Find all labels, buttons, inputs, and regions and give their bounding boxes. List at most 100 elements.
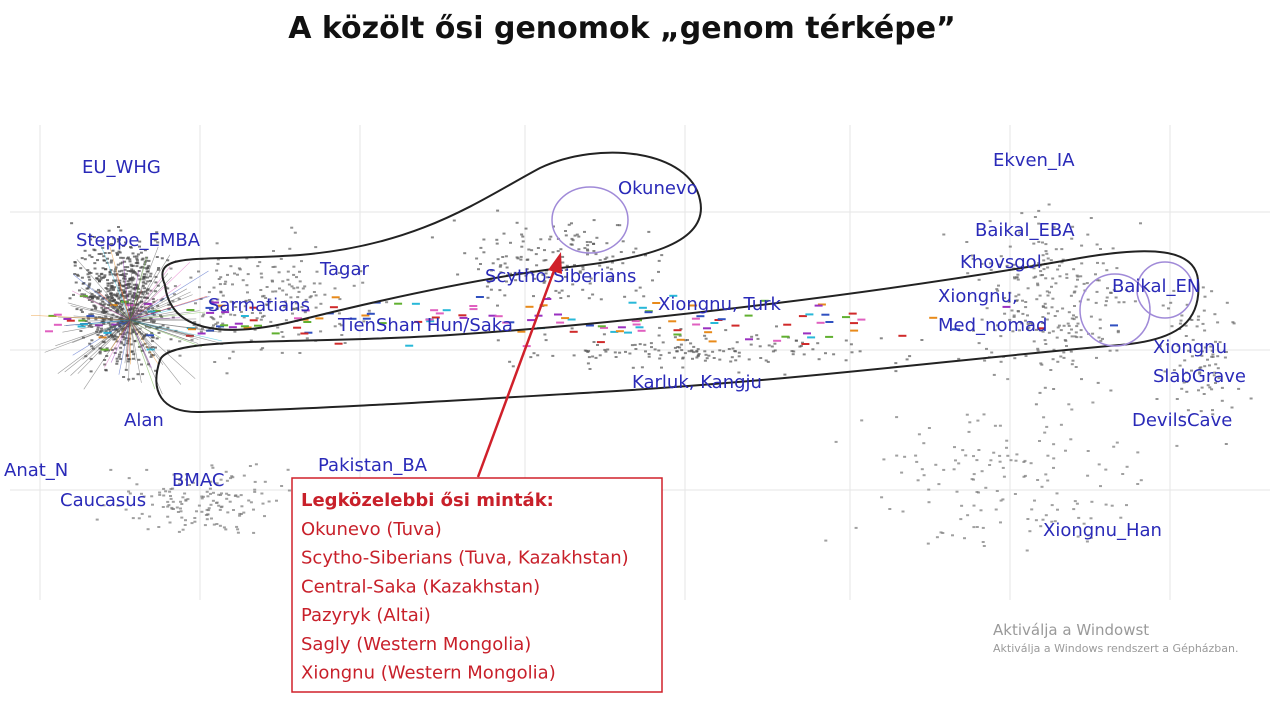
colored-sample (185, 334, 194, 337)
sample-dot (130, 302, 133, 305)
sample-dot (145, 296, 149, 299)
sample-dot (524, 227, 528, 230)
sample-dot (260, 492, 264, 495)
sample-dot (218, 330, 222, 333)
sample-dot (734, 350, 737, 353)
sample-dot (1061, 307, 1065, 310)
colored-sample (816, 321, 825, 324)
sample-dot (221, 294, 225, 297)
sample-dot (594, 356, 598, 359)
sample-dot (106, 290, 110, 293)
sample-dot (268, 298, 272, 301)
sample-dot (98, 331, 102, 334)
sample-dot (681, 366, 685, 369)
sample-dot (534, 253, 538, 256)
sample-dot (587, 297, 591, 300)
sample-dot (536, 354, 540, 357)
sample-dot (140, 306, 144, 308)
sample-dot (581, 268, 585, 271)
sample-dot (256, 265, 260, 268)
sample-dot (79, 267, 83, 270)
sample-dot (129, 332, 133, 335)
sample-dot (998, 263, 1001, 266)
sample-dot (166, 515, 170, 518)
colored-sample (952, 328, 960, 331)
sample-dot (183, 524, 187, 526)
colored-sample (103, 331, 112, 334)
sample-dot (602, 333, 606, 336)
sample-dot (792, 350, 796, 353)
sample-dot (1021, 312, 1025, 315)
colored-sample (329, 306, 338, 309)
sample-dot (271, 266, 275, 268)
sample-dot (117, 307, 121, 310)
sample-dot (1059, 423, 1063, 426)
sample-dot (80, 293, 84, 296)
sample-dot (133, 314, 137, 317)
sample-dot (610, 261, 614, 264)
sample-dot (503, 294, 507, 297)
sample-dot (140, 265, 144, 268)
sample-dot (236, 528, 240, 531)
sample-dot (1109, 389, 1113, 392)
sample-dot (93, 267, 97, 270)
sample-dot (178, 482, 182, 485)
sample-dot (221, 312, 225, 315)
sample-dot (1026, 327, 1030, 330)
colored-sample (554, 313, 562, 316)
sample-dot (121, 307, 125, 310)
sample-dot (144, 325, 148, 328)
sample-dot (158, 491, 162, 494)
sample-dot (153, 290, 157, 293)
sample-dot (151, 346, 155, 348)
sample-dot (584, 349, 588, 352)
sample-dot (87, 271, 91, 274)
sample-dot (117, 226, 120, 228)
sample-dot (477, 268, 480, 271)
sample-dot (1060, 248, 1064, 251)
sample-dot (882, 458, 886, 461)
spoke (93, 308, 131, 321)
colored-sample (805, 313, 814, 316)
sample-dot (1060, 261, 1064, 264)
sample-dot (161, 506, 165, 508)
sample-dot (942, 468, 946, 471)
sample-dot (104, 294, 108, 297)
sample-dot (126, 283, 130, 285)
sample-dot (233, 330, 237, 333)
colored-sample (703, 327, 711, 330)
colored-sample (348, 317, 357, 320)
sample-dot (193, 520, 197, 523)
sample-dot (551, 251, 555, 254)
colored-sample (221, 311, 230, 314)
sample-dot (216, 298, 220, 301)
sample-dot (1203, 329, 1207, 332)
colored-sample (652, 302, 661, 304)
sample-dot (259, 289, 263, 291)
sample-dot (802, 353, 806, 356)
colored-sample (431, 316, 440, 319)
sample-dot (263, 515, 266, 518)
sample-dot (1094, 301, 1098, 304)
sample-dot (1075, 325, 1079, 328)
sample-dot (1067, 403, 1071, 406)
sample-dot (560, 289, 564, 292)
sample-dot (129, 246, 132, 248)
sample-dot (1089, 315, 1093, 318)
sample-dot (703, 334, 707, 337)
sample-dot (1012, 263, 1016, 266)
population-label: Tagar (319, 259, 370, 280)
sample-dot (278, 287, 281, 290)
sample-dot (205, 508, 209, 511)
callout-item: Central-Saka (Kazakhstan) (301, 576, 540, 597)
spoke (129, 292, 141, 321)
sample-dot (696, 355, 700, 358)
sample-dot (544, 339, 548, 342)
sample-dot (174, 329, 178, 332)
sample-dot (499, 264, 503, 267)
sample-dot (103, 359, 107, 361)
sample-dot (103, 275, 107, 278)
sample-dot (298, 270, 301, 273)
sample-dot (194, 326, 198, 329)
sample-dot (1040, 485, 1044, 488)
